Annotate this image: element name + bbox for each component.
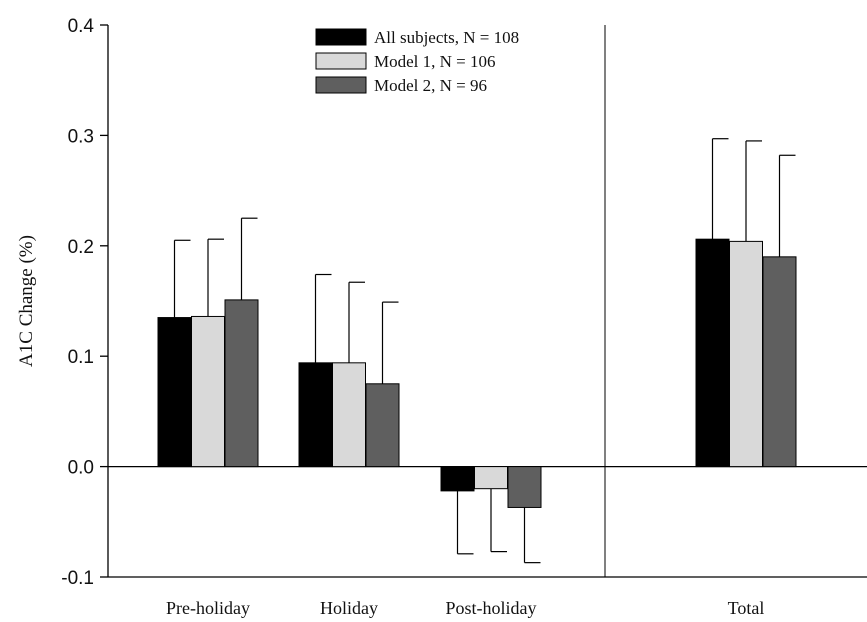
bar: [762, 256, 797, 468]
bar: [224, 299, 259, 468]
category-label: Post-holiday: [445, 598, 536, 618]
bar: [440, 466, 475, 492]
bar: [365, 383, 400, 468]
bar: [695, 238, 730, 468]
y-tick-label: 0.2: [68, 237, 94, 258]
category-label: Holiday: [320, 598, 378, 618]
legend-label: Model 1, N = 106: [374, 52, 496, 71]
y-tick-label: 0.3: [68, 126, 94, 147]
labels: -0.1 0.0 0.1 0.2 0.3 0.4 A1C Change (%) Pre-hol…: [16, 16, 764, 618]
bar: [332, 362, 366, 468]
bar: [507, 466, 542, 508]
y-tick-label: 0.0: [68, 458, 94, 479]
category-label: Total: [728, 598, 765, 618]
y-axis-title: A1C Change (%): [16, 235, 37, 367]
bar: [298, 362, 333, 468]
y-tick-label: -0.1: [61, 568, 94, 589]
legend: All subjects, N = 108 Model 1, N = 106 Mod…: [315, 28, 519, 95]
legend-swatch: [315, 52, 367, 70]
error-bars: [173, 138, 796, 564]
bar: [157, 317, 192, 468]
legend-label: Model 2, N = 96: [374, 76, 487, 95]
legend-swatch: [315, 28, 367, 46]
y-tick-label: 0.1: [68, 347, 94, 368]
bar: [474, 466, 508, 490]
category-label: Pre-holiday: [166, 598, 250, 618]
y-tick-label: 0.4: [68, 16, 95, 37]
bar: [191, 315, 225, 468]
legend-swatch: [315, 76, 367, 94]
legend-label: All subjects, N = 108: [374, 28, 519, 47]
bar: [729, 240, 763, 468]
